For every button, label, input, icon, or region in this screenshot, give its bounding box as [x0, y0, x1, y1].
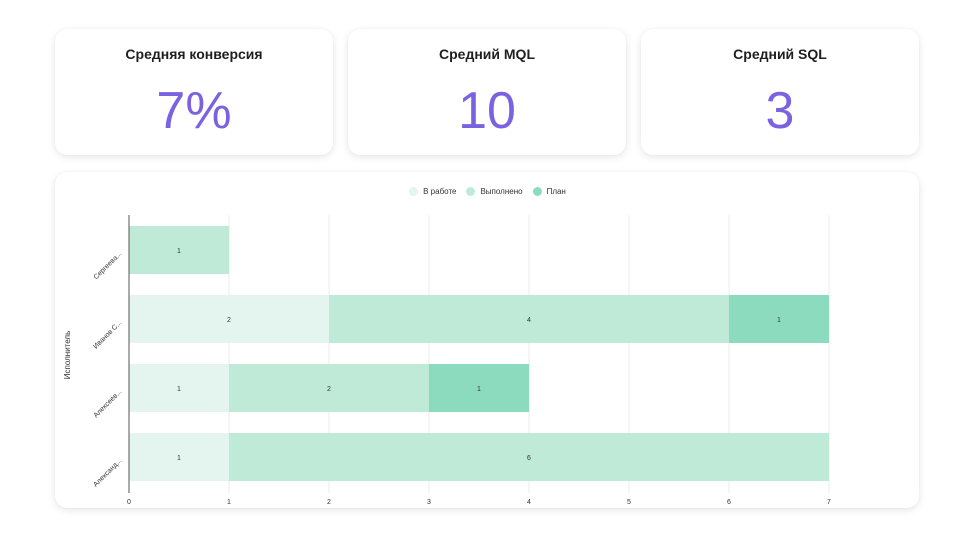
- kpi-title: Средняя конверсия: [125, 46, 263, 62]
- x-tick-label: 2: [327, 499, 331, 506]
- kpi-title: Средний SQL: [733, 46, 827, 62]
- bar-data-label: 1: [177, 455, 181, 462]
- bar-data-label: 4: [527, 317, 531, 324]
- x-tick-label: 7: [827, 499, 831, 506]
- bar-segment[interactable]: [129, 295, 329, 343]
- kpi-title: Средний MQL: [439, 46, 535, 62]
- bar-data-label: 2: [327, 386, 331, 393]
- x-tick-label: 1: [227, 499, 231, 506]
- kpi-card-conversion: Средняя конверсия 7%: [55, 29, 333, 155]
- legend-label: План: [546, 187, 566, 196]
- bar-data-label: 1: [177, 386, 181, 393]
- bar-data-label: 1: [477, 386, 481, 393]
- legend-dot-icon: [532, 187, 542, 196]
- legend-dot-icon: [466, 187, 476, 196]
- legend-label: Выполнено: [480, 187, 523, 196]
- bar-segment[interactable]: [429, 364, 529, 412]
- bar-segment[interactable]: [229, 433, 829, 481]
- chart-bars: 1 2 4 1 1 2 1 1 6: [129, 226, 829, 481]
- kpi-value: 7%: [156, 82, 232, 140]
- kpi-card-sql: Средний SQL 3: [641, 29, 919, 155]
- legend-dot-icon: [409, 187, 419, 196]
- legend-item-done[interactable]: Выполнено: [466, 187, 523, 196]
- bar-segment[interactable]: [129, 364, 229, 412]
- y-tick-label: Иванов С...: [92, 319, 123, 350]
- legend-label: В работе: [423, 187, 457, 196]
- kpi-value: 10: [458, 82, 516, 140]
- x-tick-label: 0: [127, 499, 131, 506]
- legend-item-in-progress[interactable]: В работе: [409, 187, 456, 196]
- y-axis-label: Исполнитель: [63, 331, 72, 380]
- chart-legend: В работе Выполнено План: [0, 187, 975, 196]
- y-tick-label: Алексеев...: [93, 388, 124, 419]
- kpi-value: 3: [765, 82, 795, 140]
- bar-segment[interactable]: [129, 226, 229, 274]
- bar-data-label: 1: [177, 248, 181, 255]
- bar-segment[interactable]: [729, 295, 829, 343]
- y-tick-label: Сергеева...: [93, 250, 124, 281]
- bar-segment[interactable]: [329, 295, 729, 343]
- bar-data-label: 2: [227, 317, 231, 324]
- bar-data-label: 1: [777, 317, 781, 324]
- legend-item-plan[interactable]: План: [532, 187, 566, 196]
- y-tick-label: Александ...: [92, 457, 123, 488]
- bar-data-label: 6: [527, 455, 531, 462]
- kpi-card-mql: Средний MQL 10: [348, 29, 626, 155]
- bar-segment[interactable]: [129, 433, 229, 481]
- x-tick-label: 4: [527, 499, 531, 506]
- bar-segment[interactable]: [229, 364, 429, 412]
- x-tick-label: 6: [727, 499, 731, 506]
- x-tick-label: 3: [427, 499, 431, 506]
- x-tick-label: 5: [627, 499, 631, 506]
